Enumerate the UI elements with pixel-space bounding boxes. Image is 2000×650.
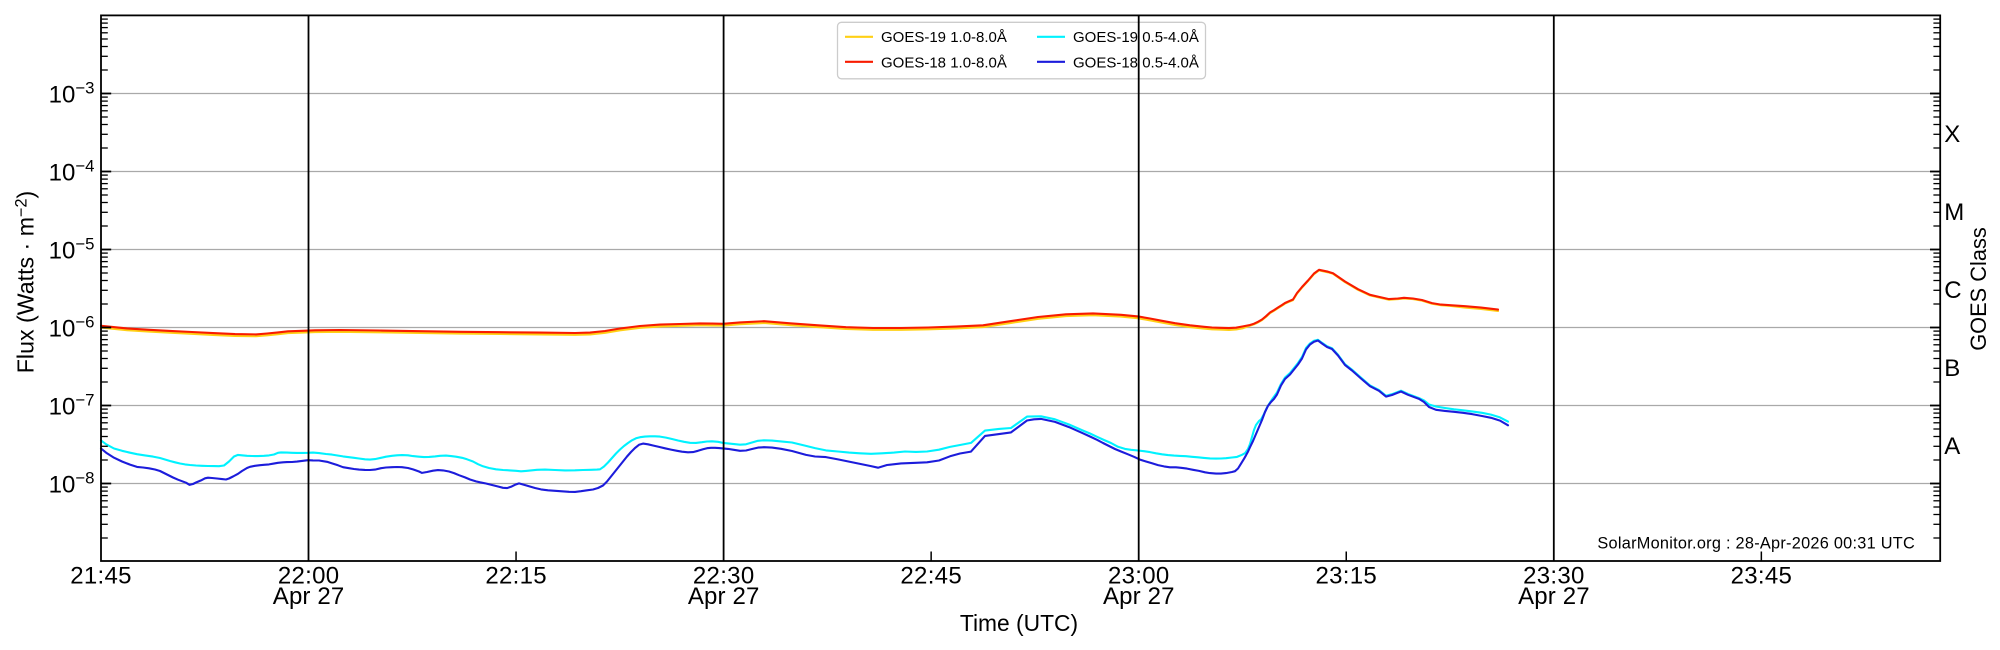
- svg-text:Flux (Watts · m−2): Flux (Watts · m−2): [13, 191, 39, 374]
- svg-text:21:45: 21:45: [70, 562, 132, 589]
- svg-text:Apr 27: Apr 27: [688, 583, 760, 610]
- svg-text:23:15: 23:15: [1316, 562, 1378, 589]
- svg-text:22:15: 22:15: [485, 562, 547, 589]
- svg-text:SolarMonitor.org : 28-Apr-2026: SolarMonitor.org : 28-Apr-2026 00:31 UTC: [1597, 535, 1915, 553]
- svg-text:Apr 27: Apr 27: [273, 583, 345, 610]
- svg-text:GOES-18 0.5-4.0Å: GOES-18 0.5-4.0Å: [1073, 54, 1199, 71]
- svg-text:M: M: [1944, 199, 1964, 226]
- svg-text:22:45: 22:45: [900, 562, 962, 589]
- svg-text:23:30: 23:30: [1523, 562, 1585, 589]
- svg-text:22:00: 22:00: [278, 562, 340, 589]
- svg-text:GOES Class: GOES Class: [1966, 227, 1991, 351]
- svg-text:X: X: [1944, 121, 1960, 148]
- svg-text:Time (UTC): Time (UTC): [960, 610, 1078, 636]
- svg-text:10−6: 10−6: [49, 313, 95, 343]
- svg-text:B: B: [1944, 355, 1960, 382]
- svg-text:GOES-18 1.0-8.0Å: GOES-18 1.0-8.0Å: [881, 54, 1007, 71]
- svg-text:C: C: [1944, 277, 1961, 304]
- svg-text:Apr 27: Apr 27: [1103, 583, 1175, 610]
- svg-text:23:00: 23:00: [1108, 562, 1170, 589]
- svg-text:23:45: 23:45: [1731, 562, 1793, 589]
- svg-text:Apr 27: Apr 27: [1518, 583, 1590, 610]
- svg-text:GOES-19 0.5-4.0Å: GOES-19 0.5-4.0Å: [1073, 29, 1199, 46]
- svg-text:22:30: 22:30: [693, 562, 755, 589]
- svg-text:A: A: [1944, 433, 1960, 460]
- svg-text:GOES-19 1.0-8.0Å: GOES-19 1.0-8.0Å: [881, 29, 1007, 46]
